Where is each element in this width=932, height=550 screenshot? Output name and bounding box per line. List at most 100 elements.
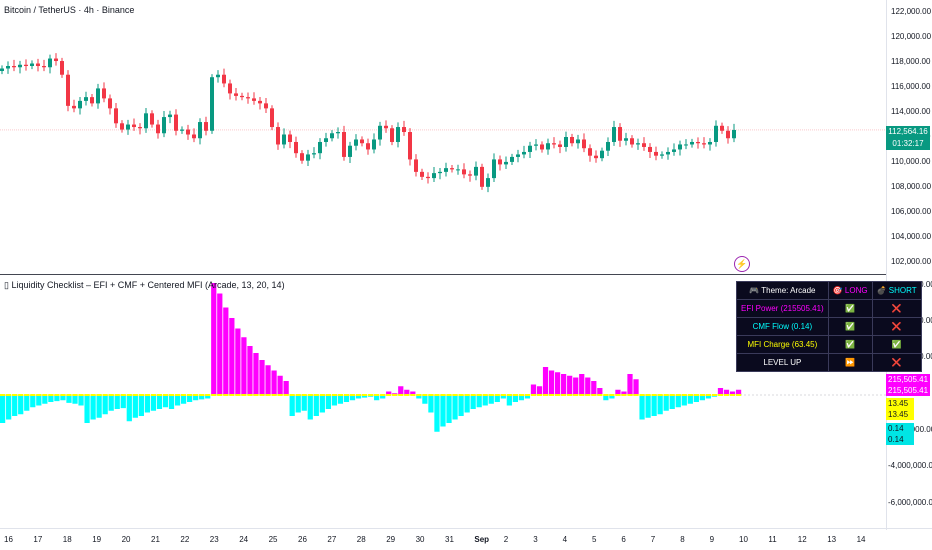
mfi-mark [542, 394, 549, 396]
efi-bar [585, 377, 591, 395]
mfi-mark [482, 394, 488, 396]
checklist-row-level-up: LEVEL UP ⏩ ❌ [736, 353, 922, 372]
efi-bar [0, 395, 6, 423]
efi-bar [669, 395, 675, 409]
candle-body [192, 134, 196, 139]
efi-bar [84, 395, 90, 423]
indicator-axis-label: 0,000.00 [904, 425, 932, 434]
candle-body [294, 141, 298, 154]
price-axis-label: 118,000.00 [891, 57, 931, 67]
efi-bar [554, 372, 561, 395]
mfi-mark [211, 394, 217, 396]
efi-bar [681, 395, 687, 406]
candle-body [222, 74, 226, 84]
efi-bar [325, 395, 331, 409]
candle-body [408, 132, 412, 160]
efi-bar [506, 395, 512, 406]
time-axis-label: 20 [121, 535, 131, 544]
candle-body [588, 148, 592, 156]
mfi-mark [693, 394, 699, 396]
mfi-mark [343, 394, 350, 396]
time-axis-label: Sep [474, 535, 490, 544]
candle-body [186, 129, 190, 135]
efi-bar [247, 346, 253, 395]
efi-bar [699, 395, 706, 401]
candle-body [168, 114, 172, 118]
candle-body [690, 141, 694, 145]
mfi-mark [585, 394, 591, 396]
mfi-mark [458, 394, 464, 396]
efi-bar [78, 395, 84, 406]
efi-bar [72, 395, 78, 404]
pane-separator[interactable] [0, 274, 886, 275]
efi-bar [675, 395, 681, 408]
efi-bar [199, 395, 205, 400]
efi-bar [217, 293, 223, 395]
mfi-mark [60, 394, 66, 396]
candle-body [708, 141, 712, 145]
efi-bar [174, 395, 181, 406]
candle-body [252, 98, 256, 101]
candle-body [336, 132, 340, 134]
efi-bar [289, 395, 295, 416]
candle-body [48, 58, 52, 68]
efi-bar [331, 395, 338, 406]
mfi-mark [494, 394, 500, 396]
mfi-mark [0, 394, 6, 396]
candle-body [582, 139, 586, 149]
mfi-mark [301, 394, 307, 396]
mfi-mark [374, 394, 380, 396]
mfi-mark [84, 394, 90, 396]
mfi-mark [331, 394, 338, 396]
candle-body [132, 124, 136, 128]
checklist-row-mfi: MFI Charge (63.45) ✅ ✅ [736, 335, 922, 354]
efi-bar [319, 395, 325, 413]
efi-value-tag: 215,505.41 [886, 374, 930, 385]
candle-body [624, 138, 628, 141]
efi-bar [42, 395, 48, 404]
mfi-mark [96, 394, 102, 396]
mfi-mark [150, 394, 157, 396]
candle-body [540, 144, 544, 150]
mfi-mark [367, 394, 374, 396]
time-axis-label: 23 [209, 535, 219, 544]
candle-body [180, 129, 184, 131]
flash-icon[interactable]: ⚡ [734, 256, 750, 272]
efi-bar [579, 374, 585, 395]
efi-bar [548, 370, 555, 395]
candle-body [600, 150, 604, 159]
time-axis-label: 11 [768, 535, 777, 544]
efi-bar [30, 395, 36, 408]
candle-body [60, 61, 64, 75]
candle-body [96, 88, 100, 104]
candle-body [312, 153, 316, 155]
efi-bar [609, 395, 615, 399]
candle-body [72, 105, 76, 109]
efi-bar [488, 395, 494, 404]
mfi-value-tag-2: 13.45 [886, 409, 914, 420]
mfi-mark [42, 394, 48, 396]
efi-long-status: ✅ [827, 299, 873, 318]
price-axis-divider [886, 0, 887, 530]
efi-bar [349, 395, 356, 401]
mfi-mark [675, 394, 681, 396]
efi-bar [440, 395, 446, 427]
mfi-mark [325, 394, 331, 396]
mfi-short-status: ✅ [871, 335, 922, 354]
efi-bar [657, 395, 663, 415]
mfi-mark [597, 394, 603, 396]
efi-bar [138, 395, 144, 416]
mfi-mark [488, 394, 494, 396]
time-axis-label: 30 [415, 535, 425, 544]
mfi-mark [645, 394, 651, 396]
efi-bar [211, 283, 217, 395]
efi-bar [458, 395, 464, 416]
candle-body [618, 127, 622, 141]
mfi-mark [66, 394, 72, 396]
mfi-mark [554, 394, 561, 396]
mfi-mark [573, 394, 579, 396]
mfi-mark [259, 394, 265, 396]
candle-body [240, 95, 244, 98]
candle-body [300, 153, 304, 161]
